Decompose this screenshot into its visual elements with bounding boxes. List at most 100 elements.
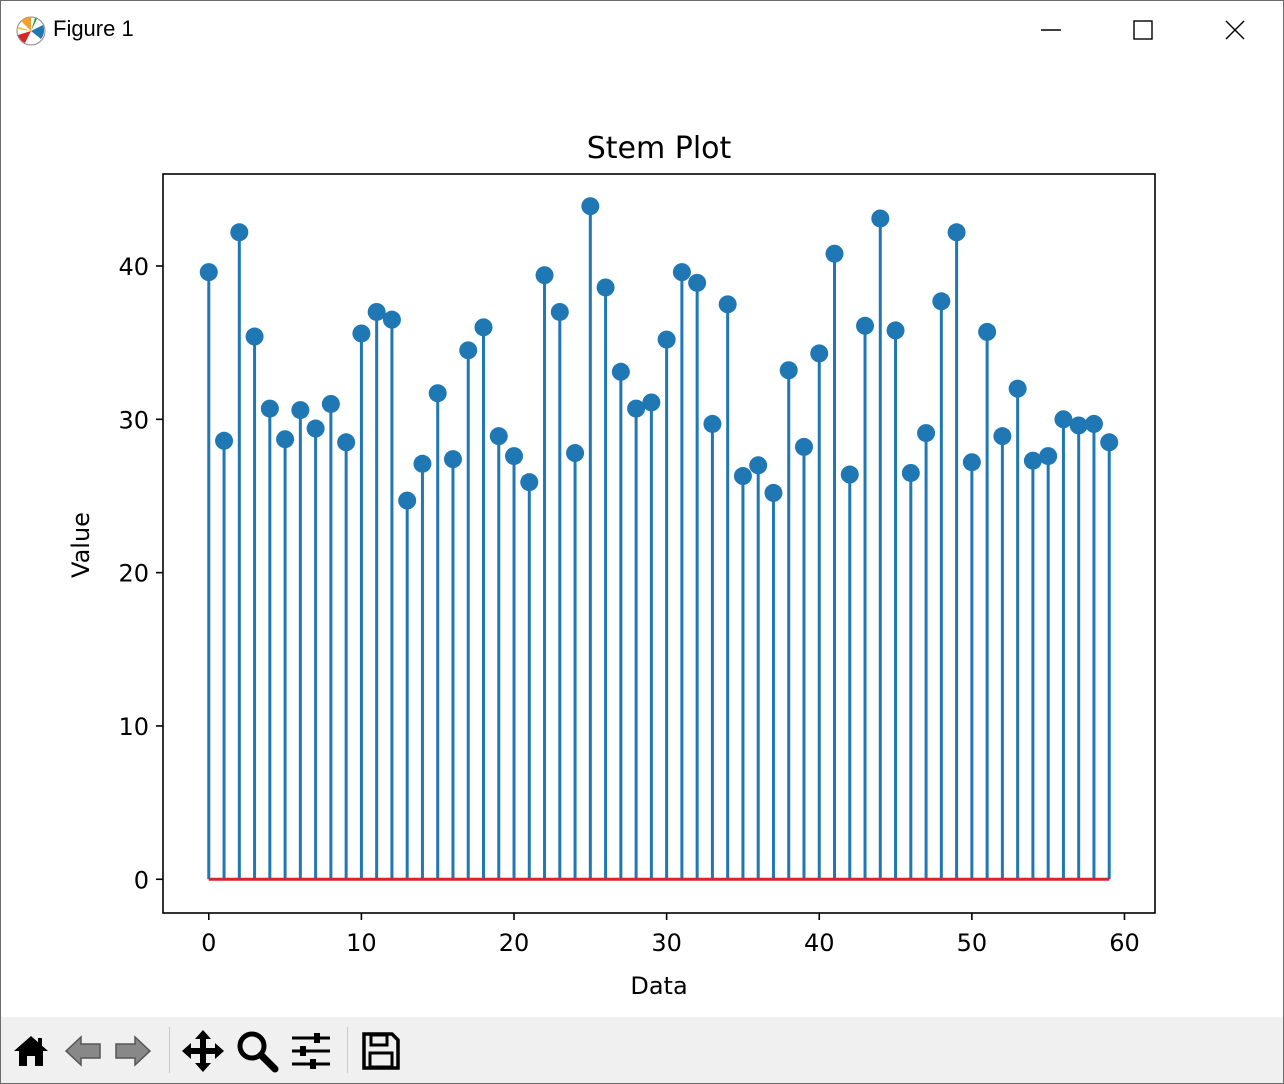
x-tick-label: 50 (957, 929, 988, 957)
stem-marker (1084, 414, 1103, 433)
stem-marker (489, 427, 508, 446)
figure-canvas[interactable]: 0 10 20 30 40 50 60 0 10 20 30 40 Stem Plot Data Va… (1, 59, 1283, 1017)
x-tick-label: 30 (651, 929, 682, 957)
stem-marker (428, 384, 447, 403)
stem-marker (794, 437, 813, 456)
toolbar-separator (169, 1027, 170, 1073)
stem-marker (947, 223, 966, 242)
navigation-toolbar (1, 1017, 1283, 1083)
stem-marker (657, 330, 676, 349)
stem-marker (901, 463, 920, 482)
stem-marker (199, 263, 218, 282)
close-icon (1224, 19, 1246, 41)
stem-marker (276, 430, 295, 449)
stem-marker (733, 467, 752, 486)
stem-marker (978, 322, 997, 341)
stem-marker (672, 263, 691, 282)
stem-marker (581, 197, 600, 216)
stem-marker (230, 223, 249, 242)
stem-marker (505, 447, 524, 466)
stem-marker (413, 454, 432, 473)
axes-frame (162, 173, 1156, 914)
stem-marker (337, 433, 356, 452)
back-button[interactable] (61, 1029, 105, 1073)
stem-marker (459, 341, 478, 360)
stem-marker (566, 444, 585, 463)
save-floppy-icon (361, 1031, 401, 1071)
configure-subplots-icon (290, 1031, 332, 1071)
stem-marker (1100, 433, 1119, 452)
matplotlib-logo-icon (15, 15, 47, 47)
y-tick-label: 40 (118, 253, 149, 281)
stem-marker (474, 318, 493, 337)
stem-marker (932, 292, 951, 311)
x-tick-label: 60 (1109, 929, 1140, 957)
forward-button[interactable] (111, 1029, 155, 1073)
zoom-magnifier-icon (235, 1029, 279, 1073)
stem-chart: 0 10 20 30 40 50 60 0 10 20 30 40 Stem Plot Data Va… (67, 131, 1156, 1000)
configure-subplots-button[interactable] (289, 1029, 333, 1073)
stem-marker (352, 324, 371, 343)
close-button[interactable] (1189, 1, 1281, 59)
window-title: Figure 1 (53, 16, 134, 41)
stem-marker (306, 419, 325, 438)
x-tick-label: 20 (499, 929, 530, 957)
stem-marker (520, 473, 539, 492)
stem-marker (856, 316, 875, 335)
y-axis-label: Value (67, 512, 95, 578)
stem-marker (1023, 451, 1042, 470)
minimize-icon (1040, 19, 1062, 41)
y-tick-label: 10 (118, 713, 149, 741)
stem-marker (398, 491, 417, 510)
stem-marker (1054, 410, 1073, 429)
x-tick-label: 10 (346, 929, 377, 957)
stem-marker (291, 401, 310, 420)
stem-marker (245, 327, 264, 346)
x-tick-label: 0 (201, 929, 216, 957)
zoom-button[interactable] (235, 1029, 279, 1073)
home-button[interactable] (9, 1029, 53, 1073)
stem-marker (260, 399, 279, 418)
stem-marker (321, 394, 340, 413)
title-bar[interactable]: Figure 1 (1, 1, 1283, 59)
stem-marker (917, 424, 936, 443)
stem-marker (688, 273, 707, 292)
stem-marker (367, 302, 386, 321)
stem-marker (215, 431, 234, 450)
stem-marker (1008, 379, 1027, 398)
home-icon (12, 1032, 50, 1070)
stem-marker (779, 361, 798, 380)
y-tick-label: 30 (118, 406, 149, 434)
stem-marker (993, 427, 1012, 446)
save-button[interactable] (359, 1029, 403, 1073)
stem-marker (550, 302, 569, 321)
stem-marker (718, 295, 737, 314)
stem-marker (764, 483, 783, 502)
forward-arrow-icon (113, 1032, 153, 1070)
stem-marker (627, 399, 646, 418)
stem-marker (1039, 447, 1058, 466)
stem-marker (535, 266, 554, 285)
pan-move-icon (181, 1029, 225, 1073)
y-tick-label: 0 (134, 866, 149, 894)
stem-marker (642, 393, 661, 412)
stem-marker (749, 456, 768, 475)
plot-area: 0 10 20 30 40 50 60 0 10 20 30 40 (118, 173, 1156, 957)
back-arrow-icon (63, 1032, 103, 1070)
stem-marker (825, 244, 844, 263)
stem-marker (703, 414, 722, 433)
pan-button[interactable] (181, 1029, 225, 1073)
maximize-icon (1132, 19, 1154, 41)
stem-marker (840, 465, 859, 484)
maximize-button[interactable] (1097, 1, 1189, 59)
stem-marker (810, 344, 829, 363)
toolbar-separator (347, 1027, 348, 1073)
x-tick-label: 40 (804, 929, 835, 957)
stem-marker (382, 310, 401, 329)
minimize-button[interactable] (1005, 1, 1097, 59)
stem-marker (443, 450, 462, 469)
x-axis-label: Data (630, 972, 687, 1000)
stem-marker (1069, 416, 1088, 435)
stem-marker (596, 278, 615, 297)
